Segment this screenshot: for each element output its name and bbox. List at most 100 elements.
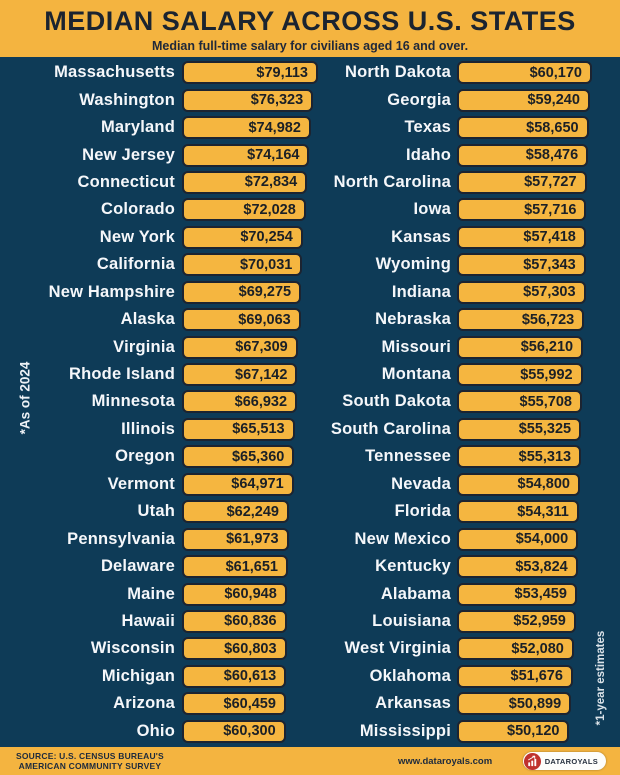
salary-value: $59,240 <box>527 92 580 109</box>
salary-bar-track: $57,716 <box>457 198 592 222</box>
state-name: Alaska <box>120 310 175 329</box>
state-row: Kansas $57,418 <box>318 225 594 250</box>
salary-bar: $79,113 <box>182 61 318 85</box>
state-row: Minnesota $66,932 <box>10 389 318 414</box>
state-row: Texas $58,650 <box>318 115 594 140</box>
state-name: Nebraska <box>375 310 451 329</box>
salary-bar-track: $51,676 <box>457 664 592 688</box>
salary-value: $76,323 <box>250 92 304 109</box>
salary-value: $67,142 <box>235 366 288 383</box>
salary-bar: $52,080 <box>457 637 574 661</box>
salary-bar: $60,803 <box>182 637 287 661</box>
dataroyals-logo: DATAROYALS <box>522 752 606 770</box>
salary-value: $65,513 <box>232 421 285 438</box>
state-name: Texas <box>404 118 451 137</box>
state-row: New Jersey $74,164 <box>10 143 318 168</box>
salary-bar: $65,360 <box>182 445 295 469</box>
brand-name: DATAROYALS <box>544 756 598 766</box>
salary-bar-track: $60,948 <box>182 582 318 606</box>
salary-value: $74,164 <box>247 147 300 164</box>
salary-bar-track: $56,210 <box>457 335 592 359</box>
state-row: Georgia $59,240 <box>318 88 594 113</box>
salary-value: $55,325 <box>518 421 572 438</box>
state-name: Maryland <box>100 118 175 137</box>
salary-value: $56,723 <box>521 311 575 328</box>
salary-value: $62,249 <box>226 503 279 520</box>
salary-bar: $72,028 <box>182 198 306 222</box>
website-link[interactable]: www.dataroyals.com <box>398 755 493 767</box>
salary-bar: $66,932 <box>182 390 298 414</box>
salary-bar-track: $76,323 <box>182 88 318 112</box>
state-row: Iowa $57,716 <box>318 197 594 222</box>
state-name: Colorado <box>100 200 175 219</box>
state-row: Louisiana $52,959 <box>318 609 594 634</box>
state-name: New Jersey <box>82 145 175 164</box>
state-row: Hawaii $60,836 <box>10 609 318 634</box>
state-row: Rhode Island $67,142 <box>10 362 318 387</box>
salary-bar: $60,300 <box>182 719 286 743</box>
salary-value: $61,651 <box>225 558 278 575</box>
salary-bar-track: $62,249 <box>182 500 318 524</box>
state-row: Utah $62,249 <box>10 499 318 524</box>
salary-bar: $56,723 <box>457 308 585 332</box>
salary-bar: $50,899 <box>457 692 572 716</box>
bar-chart-icon <box>523 752 541 770</box>
salary-bar: $54,311 <box>457 500 579 524</box>
salary-bar-track: $54,800 <box>457 472 592 496</box>
state-name: Mississippi <box>359 721 451 740</box>
state-name: Illinois <box>121 419 175 438</box>
state-name: Tennessee <box>365 447 451 466</box>
salary-bar-track: $65,513 <box>182 417 318 441</box>
salary-bar-track: $60,170 <box>457 61 592 85</box>
state-name: Vermont <box>107 474 175 493</box>
state-name: Utah <box>137 502 175 521</box>
state-row: Maine $60,948 <box>10 582 318 607</box>
state-name: Rhode Island <box>69 365 175 384</box>
state-name: Delaware <box>100 557 175 576</box>
salary-bar: $54,800 <box>457 472 580 496</box>
state-row: Washington $76,323 <box>10 88 318 113</box>
salary-value: $57,418 <box>523 229 576 246</box>
footnote-estimates: *1-year estimates <box>595 630 607 726</box>
salary-bar-track: $69,063 <box>182 308 318 332</box>
salary-value: $66,932 <box>234 393 288 410</box>
salary-value: $60,836 <box>224 613 277 630</box>
salary-bar-track: $54,311 <box>457 500 592 524</box>
state-row: Kentucky $53,824 <box>318 554 594 579</box>
state-row: Nebraska $56,723 <box>318 307 594 332</box>
salary-bar-track: $65,360 <box>182 445 318 469</box>
salary-bar-track: $50,899 <box>457 692 592 716</box>
state-row: Arizona $60,459 <box>10 691 318 716</box>
state-row: South Carolina $55,325 <box>318 417 594 442</box>
state-name: New York <box>99 227 175 246</box>
state-row: Alabama $53,459 <box>318 582 594 607</box>
state-row: Pennsylvania $61,973 <box>10 527 318 552</box>
salary-bar-track: $52,080 <box>457 637 592 661</box>
state-row: Alaska $69,063 <box>10 307 318 332</box>
page-subtitle: Median full-time salary for civilians ag… <box>151 39 469 53</box>
salary-value: $60,613 <box>223 668 277 685</box>
salary-bar: $50,120 <box>457 719 570 743</box>
state-name: New Hampshire <box>48 282 175 301</box>
salary-value: $54,800 <box>517 476 570 493</box>
salary-bar: $60,459 <box>182 692 286 716</box>
state-name: California <box>96 255 175 274</box>
state-row: Mississippi $50,120 <box>318 719 594 744</box>
page-title: MEDIAN SALARY ACROSS U.S. STATES <box>44 6 576 36</box>
state-name: Oklahoma <box>369 666 451 685</box>
state-row: Tennessee $55,313 <box>318 444 594 469</box>
state-row: Connecticut $72,834 <box>10 170 318 195</box>
state-name: Ohio <box>136 721 175 740</box>
salary-bar-track: $53,459 <box>457 582 592 606</box>
salary-bar: $59,240 <box>457 88 590 112</box>
salary-value: $52,080 <box>511 640 564 657</box>
state-row: Montana $55,992 <box>318 362 594 387</box>
state-name: Wisconsin <box>90 639 175 658</box>
salary-value: $60,459 <box>223 695 276 712</box>
salary-bar-track: $67,142 <box>182 363 318 387</box>
state-name: Idaho <box>406 145 451 164</box>
state-name: North Dakota <box>345 63 451 82</box>
salary-bar-track: $67,309 <box>182 335 318 359</box>
state-row: North Dakota $60,170 <box>318 60 594 85</box>
salary-bar: $55,992 <box>457 363 583 387</box>
